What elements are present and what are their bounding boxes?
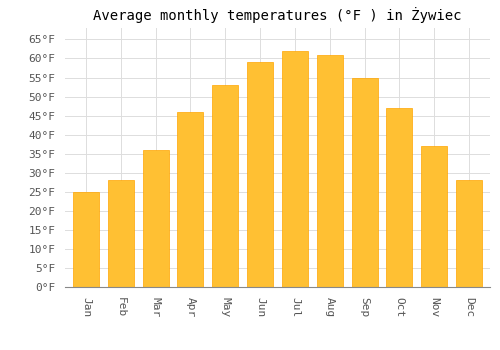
Title: Average monthly temperatures (°F ) in Żywiec: Average monthly temperatures (°F ) in Ży… (93, 7, 462, 23)
Bar (421, 146, 448, 287)
Bar (247, 62, 273, 287)
Bar (352, 77, 378, 287)
Bar (316, 55, 343, 287)
Bar (73, 192, 99, 287)
Bar (212, 85, 238, 287)
Bar (108, 180, 134, 287)
Bar (282, 51, 308, 287)
Bar (386, 108, 412, 287)
Bar (456, 180, 482, 287)
Bar (142, 150, 169, 287)
Bar (178, 112, 204, 287)
